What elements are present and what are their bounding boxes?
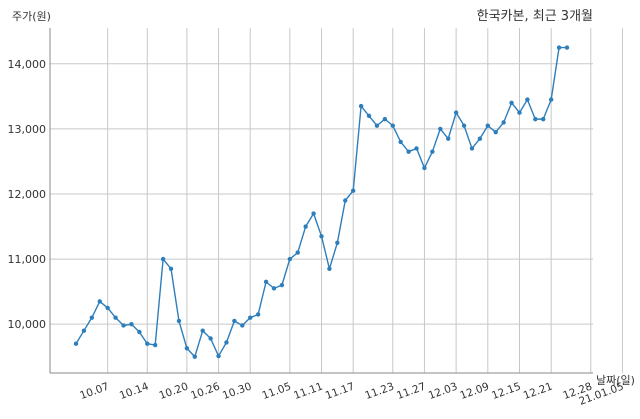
price-data-point [145,341,150,346]
price-data-point [319,234,324,239]
price-data-point [564,45,570,50]
price-data-point [390,123,395,128]
price-data-point [438,126,443,132]
y-axis-title: 주가(원) [12,10,51,23]
price-data-point [469,146,475,151]
price-data-point [446,136,451,141]
x-tick-label: 12.15 [490,381,522,403]
y-tick-label: 14,000 [8,58,47,71]
price-data-point [350,188,356,193]
x-tick-label: 11.17 [324,381,356,403]
price-data-point [255,312,261,317]
price-data-point [89,315,95,320]
price-data-point [208,336,213,341]
price-data-point [73,341,79,346]
price-data-point [406,149,411,154]
price-data-point [192,354,197,359]
price-data-point [477,136,483,141]
y-tick-label: 11,000 [8,253,47,266]
price-data-point [137,329,142,335]
y-tick-label: 10,000 [8,318,47,331]
price-data-point [414,146,419,151]
price-data-point [224,340,229,345]
price-data-point [398,139,403,145]
x-tick-label: 10.20 [158,381,190,403]
price-data-point [548,97,554,102]
price-data-point [129,321,134,327]
label-layer: 10,000 11,000 12,000 13,000 14,000 10.07 10.14… [8,58,626,408]
price-data-point [160,256,166,262]
x-tick-label: 12.21 [522,381,554,403]
price-data-point [382,116,388,122]
price-data-point [501,120,506,125]
price-data-point [287,256,293,262]
price-data-point [311,211,316,216]
price-data-point [152,342,158,348]
price-data-point [105,305,110,311]
price-data-point [485,123,491,128]
price-data-point [303,224,308,229]
price-data-point [517,110,522,115]
x-tick-label: 10.07 [78,381,110,403]
x-tick-label: 10.14 [118,380,151,402]
price-data-point [493,129,498,135]
price-data-point [509,100,514,106]
price-data-point [248,315,253,320]
price-data-point [343,198,348,203]
price-data-point [374,123,380,128]
x-tick-label: 10.30 [221,381,253,403]
x-tick-label: 11.11 [292,381,324,403]
price-data-point [533,116,538,122]
price-data-point [295,250,300,255]
x-tick-label: 12.09 [458,381,490,403]
price-data-point [358,103,364,109]
price-data-point [81,328,87,333]
price-data-point [97,299,102,304]
y-tick-label: 12,000 [8,188,47,201]
price-data-point [461,123,467,128]
price-data-point [327,266,332,272]
price-data-point [453,110,459,115]
y-tick-label: 13,000 [8,123,47,136]
price-data-point [216,353,221,359]
price-data-point [176,318,182,324]
price-data-point [200,328,205,333]
x-tick-label: 11.23 [363,381,395,403]
grid-layer [50,28,623,373]
x-axis-title: 날짜(일) [596,373,635,387]
price-data-point [335,240,340,246]
x-tick-label: 12.03 [427,381,459,403]
price-data-point [113,315,118,320]
price-data-point [263,279,269,285]
x-tick-label: 11.05 [260,381,292,403]
series-layer [73,45,570,359]
price-data-point [279,282,285,288]
price-data-point [366,113,372,119]
price-data-point [271,286,277,291]
x-tick-label: 10.26 [189,380,222,402]
price-data-point [168,266,174,272]
price-data-point [525,97,530,102]
axis-layer [49,28,593,374]
price-data-point [121,323,126,328]
price-data-point [541,116,546,122]
price-data-point [232,318,237,324]
x-tick-label: 11.27 [395,381,427,403]
price-data-point [430,149,435,154]
price-data-point [184,346,190,351]
price-data-point [422,165,427,171]
chart-title: 한국카본, 최근 3개월 [477,9,593,24]
price-data-point [240,323,245,328]
price-data-point [556,45,562,50]
